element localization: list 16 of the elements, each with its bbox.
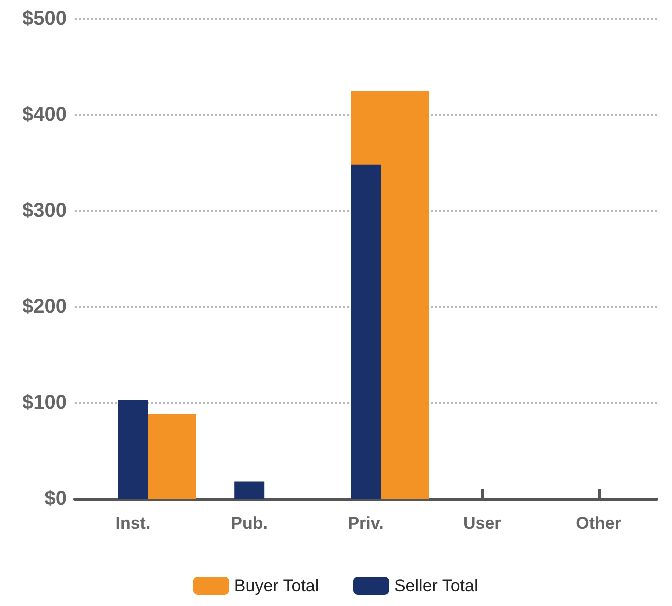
y-tick-label: $0 xyxy=(44,488,67,510)
x-tick-label: Pub. xyxy=(231,514,268,533)
bar xyxy=(118,400,148,499)
y-tick-label: $400 xyxy=(22,104,67,126)
x-tick-label: Inst. xyxy=(116,514,151,533)
y-tick-label: $100 xyxy=(22,392,67,414)
bar xyxy=(351,164,381,499)
x-tick-label: User xyxy=(463,514,502,533)
y-tick-label: $500 xyxy=(22,8,67,30)
y-tick-label: $300 xyxy=(22,200,67,222)
legend-label: Buyer Total xyxy=(234,576,320,596)
x-tick-label: Priv. xyxy=(348,514,384,533)
bar xyxy=(234,482,265,499)
x-tick-label: Other xyxy=(576,514,622,533)
y-tick-label: $200 xyxy=(22,296,67,318)
legend-label: Seller Total xyxy=(394,576,478,596)
